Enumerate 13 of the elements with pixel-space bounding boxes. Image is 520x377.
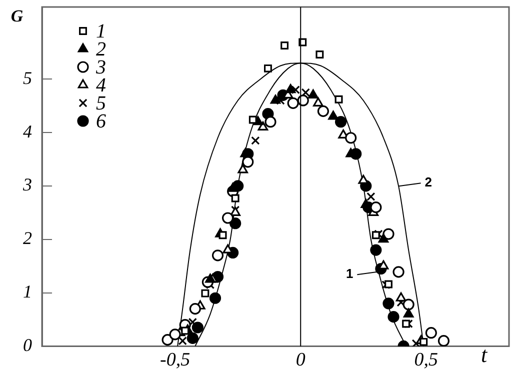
x-axis-title: t (480, 342, 488, 367)
y-tick-label: 2 (23, 228, 32, 248)
y-tick-label: 0 (23, 334, 32, 355)
legend-label: 2 (424, 174, 432, 190)
y-axis-title: G (10, 6, 24, 26)
y-tick-label: 4 (23, 121, 32, 142)
annotation: 1 (346, 266, 354, 282)
x-tick-label: 0,5 (414, 350, 438, 371)
x-tick-label: -0,5 (160, 350, 190, 371)
y-tick-label: 3 (22, 174, 32, 195)
x-tick-label: 0 (296, 350, 306, 371)
y-tick-label: 1 (23, 282, 32, 302)
y-tick-label: 5 (23, 68, 32, 88)
